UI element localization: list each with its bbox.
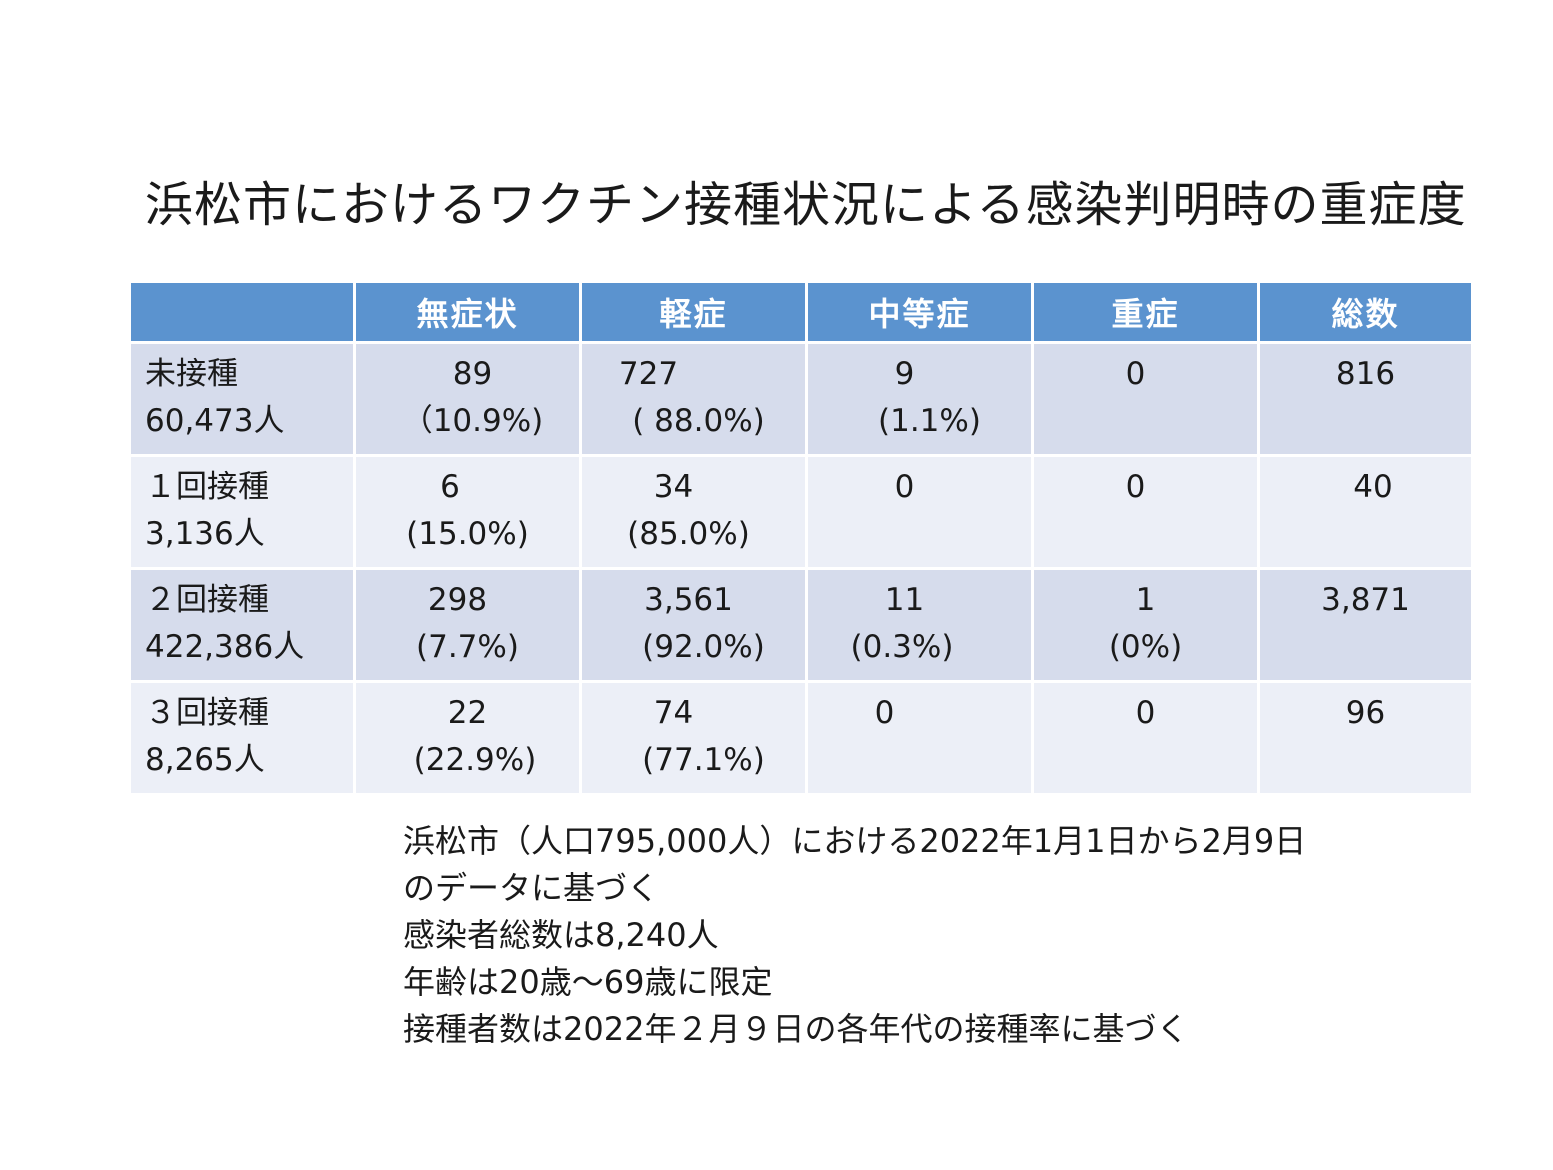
cell-count: 298 [427,582,488,618]
cell-asymptomatic: 22 (22.9%) [353,680,582,796]
cell-count: 0 [1125,469,1146,505]
row-header-one-dose: １回接種 3,136人 [128,454,356,570]
cell-moderate: 11 (0.3%) [805,567,1034,683]
slide-title: 浜松市におけるワクチン接種状況による感染判明時の重症度 [145,177,1467,233]
cell-percent: (0.3%) [850,629,954,665]
cell-percent: ( 88.0%) [632,403,765,439]
note-line: 接種者数は2022年２月９日の各年代の接種率に基づく [403,1010,1189,1048]
header-moderate: 中等症 [805,280,1034,344]
cell-count: 1 [1135,582,1156,618]
cell-asymptomatic: 298 (7.7%) [353,567,582,683]
cell-count: 9 [894,356,915,392]
row-population: 422,386人 [145,629,305,665]
cell-count: 40 [1353,469,1393,505]
notes-block: 浜松市（人口795,000人）における2022年1月1日から2月9日 のデータに… [403,818,1463,1053]
row-label: ３回接種 [145,695,269,731]
note-line: のデータに基づく [403,869,660,907]
cell-asymptomatic: 89 （10.9%) [353,341,582,457]
cell-count: 11 [884,582,925,618]
row-population: 3,136人 [145,516,265,552]
cell-count: 3,871 [1321,582,1410,618]
cell-moderate: 9 (1.1%) [805,341,1034,457]
header-mild: 軽症 [579,280,808,344]
row-header-unvaccinated: 未接種 60,473人 [128,341,356,457]
cell-total: 40 [1257,454,1474,570]
row-label: １回接種 [145,469,269,505]
cell-count: 34 [653,469,694,505]
note-line: 感染者総数は8,240人 [403,916,719,954]
cell-moderate: 0 [805,454,1034,570]
cell-total: 3,871 [1257,567,1474,683]
cell-count: 727 [618,356,679,392]
header-asymptomatic: 無症状 [353,280,582,344]
cell-severe: 1 (0%) [1031,567,1260,683]
cell-count: 0 [894,469,915,505]
table-row: １回接種 3,136人 6 (15.0%) 34 (85.0%) 0 0 40 [128,454,1474,570]
row-label: ２回接種 [145,582,269,618]
cell-mild: 3,561 (92.0%) [579,567,808,683]
header-severe: 重症 [1031,280,1260,344]
note-line: 年齢は20歳～69歳に限定 [403,963,773,1001]
cell-count: 96 [1345,695,1386,731]
cell-count: 0 [874,695,895,731]
header-total: 総数 [1257,280,1474,344]
table-header-row: 無症状 軽症 中等症 重症 総数 [128,280,1474,344]
cell-mild: 74 (77.1%) [579,680,808,796]
cell-mild: 727 ( 88.0%) [579,341,808,457]
cell-percent: (7.7%) [416,629,519,665]
cell-count: 0 [1135,695,1156,731]
cell-count: 0 [1125,356,1146,392]
note-line: 浜松市（人口795,000人）における2022年1月1日から2月9日 [403,822,1307,860]
table-row: ３回接種 8,265人 22 (22.9%) 74 (77.1%) 0 0 96 [128,680,1474,796]
cell-count: 22 [447,695,488,731]
cell-percent: (92.0%) [642,629,765,665]
cell-count: 816 [1335,356,1396,392]
cell-asymptomatic: 6 (15.0%) [353,454,582,570]
table-row: ２回接種 422,386人 298 (7.7%) 3,561 (92.0%) 1… [128,567,1474,683]
cell-count: 6 [440,469,460,505]
cell-percent: (15.0%) [406,516,529,552]
row-header-three-doses: ３回接種 8,265人 [128,680,356,796]
row-label: 未接種 [145,356,238,392]
vaccination-severity-table: 無症状 軽症 中等症 重症 総数 未接種 60,473人 89 （10.9%) … [128,280,1474,796]
cell-count: 3,561 [644,582,733,618]
cell-percent: （10.9%) [401,403,544,439]
cell-mild: 34 (85.0%) [579,454,808,570]
cell-severe: 0 [1031,341,1260,457]
cell-percent: (77.1%) [642,742,765,778]
header-empty [128,280,356,344]
cell-percent: (0%) [1108,629,1183,665]
cell-count: 89 [452,356,493,392]
cell-count: 74 [653,695,694,731]
row-population: 60,473人 [145,403,285,439]
cell-percent: (22.9%) [413,742,537,778]
cell-percent: (1.1%) [878,403,981,439]
cell-moderate: 0 [805,680,1034,796]
cell-percent: (85.0%) [627,516,750,552]
row-header-two-doses: ２回接種 422,386人 [128,567,356,683]
cell-total: 816 [1257,341,1474,457]
table-row: 未接種 60,473人 89 （10.9%) 727 ( 88.0%) 9 (1… [128,341,1474,457]
cell-total: 96 [1257,680,1474,796]
cell-severe: 0 [1031,680,1260,796]
row-population: 8,265人 [145,742,265,778]
cell-severe: 0 [1031,454,1260,570]
